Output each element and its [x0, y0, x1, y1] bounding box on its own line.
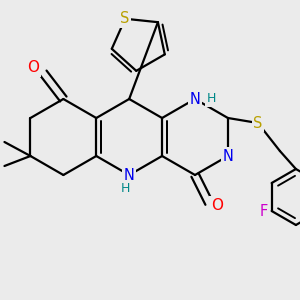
Text: F: F: [260, 203, 268, 218]
Text: N: N: [223, 148, 233, 164]
Text: S: S: [253, 116, 262, 130]
Text: N: N: [124, 167, 135, 182]
Text: H: H: [206, 92, 216, 106]
Text: S: S: [121, 11, 130, 26]
Text: O: O: [27, 61, 39, 76]
Text: H: H: [121, 182, 130, 196]
Text: O: O: [211, 197, 223, 212]
Text: N: N: [190, 92, 200, 106]
